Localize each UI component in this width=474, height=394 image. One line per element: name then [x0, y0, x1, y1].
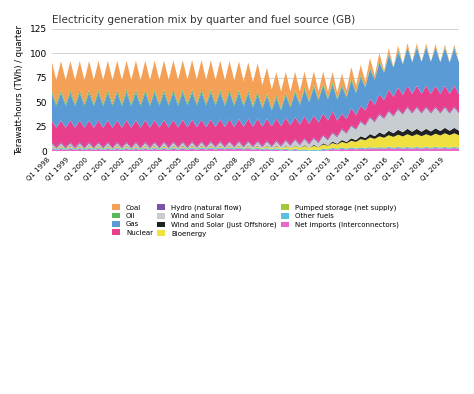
Text: Electricity generation mix by quarter and fuel source (GB): Electricity generation mix by quarter an…: [52, 15, 355, 25]
Y-axis label: Terawatt-hours (TWh) / quarter: Terawatt-hours (TWh) / quarter: [15, 25, 24, 155]
Legend: Coal, Oil, Gas, Nuclear, Hydro (natural flow), Wind and Solar, Wind and Solar (J: Coal, Oil, Gas, Nuclear, Hydro (natural …: [109, 202, 401, 240]
